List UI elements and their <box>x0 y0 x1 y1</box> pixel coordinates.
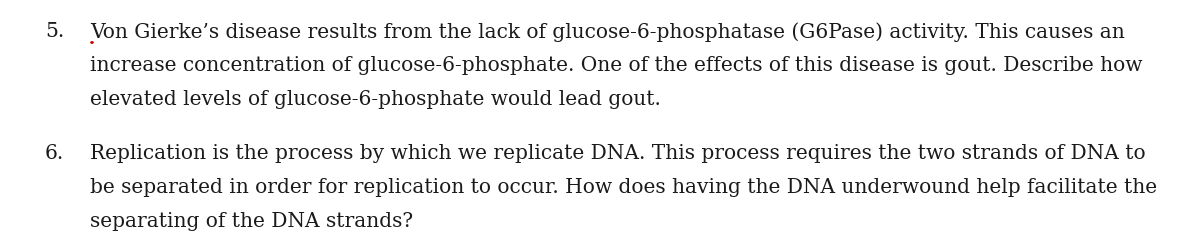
Text: 6.: 6. <box>46 144 65 163</box>
Text: increase concentration of glucose-6-phosphate. One of the effects of this diseas: increase concentration of glucose-6-phos… <box>90 56 1142 75</box>
Text: Replication is the process by which we replicate DNA. This process requires the : Replication is the process by which we r… <box>90 144 1146 163</box>
Text: elevated levels of glucose-6-phosphate would lead gout.: elevated levels of glucose-6-phosphate w… <box>90 90 661 109</box>
Text: 5.: 5. <box>46 22 65 41</box>
Text: Von Gierke’s disease results from the lack of glucose-6-phosphatase (G6Pase) act: Von Gierke’s disease results from the la… <box>90 22 1124 42</box>
Text: separating of the DNA strands?: separating of the DNA strands? <box>90 212 413 231</box>
Text: be separated in order for replication to occur. How does having the DNA underwou: be separated in order for replication to… <box>90 178 1157 197</box>
